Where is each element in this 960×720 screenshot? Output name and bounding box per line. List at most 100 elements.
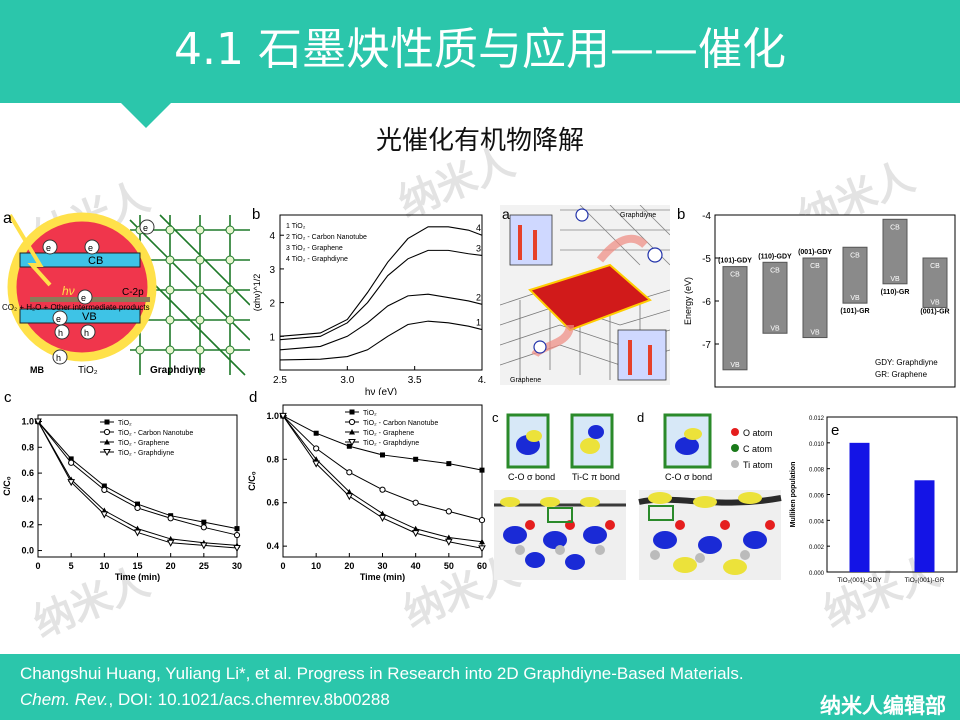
cb-label: CB — [890, 224, 900, 231]
panel-a-heterostructure: a Graphdiyne Graphene — [499, 204, 671, 385]
x-tick-label: 0 — [280, 561, 285, 571]
y-tick-label: -5 — [702, 254, 711, 265]
series-end-label: 4 — [476, 223, 481, 233]
chart-b-band-energies: b -4 -5 -6 -7 Energy (eV) CB VB (101)-GDY CB VB (11… — [675, 205, 960, 395]
slide-title: 4.1 石墨炔性质与应用——催化 — [174, 24, 786, 75]
y-axis-label: Mulliken population — [790, 462, 797, 528]
band-bar — [922, 257, 948, 308]
data-point — [103, 428, 111, 436]
band-diagram-icon — [617, 329, 667, 381]
category-label: (110)-GR — [881, 289, 910, 296]
y-tick-label: 0.012 — [809, 416, 825, 422]
series-end-label: 3 — [476, 243, 481, 253]
data-point — [201, 519, 207, 525]
legend-c-atom: C atom — [743, 444, 772, 454]
x-tick-label: 15 — [132, 561, 142, 571]
panel-label: c — [4, 390, 12, 406]
data-point — [445, 534, 452, 540]
y-tick-label: 0.6 — [21, 468, 34, 478]
cb-band — [19, 252, 141, 268]
x-tick-label: 25 — [199, 561, 209, 571]
graphdiyne-label: Graphdiyne — [150, 365, 206, 376]
data-point — [68, 459, 75, 466]
co-bond-label: C-O σ bond — [508, 472, 555, 482]
legend-ti-atom: Ti atom — [743, 460, 773, 470]
y-tick-label: 0.6 — [266, 498, 279, 508]
vb-band — [19, 308, 141, 324]
panel-label: e — [831, 422, 839, 439]
data-point — [479, 467, 485, 473]
panel-label: d — [249, 390, 257, 406]
data-point — [378, 514, 387, 522]
legend-o-atom: O atom — [743, 428, 773, 438]
vb-label: VB — [770, 325, 780, 332]
data-point — [412, 499, 419, 506]
plot-frame — [714, 214, 956, 388]
y-tick-label: 1.0 — [266, 411, 279, 421]
title-bar-notch — [120, 102, 172, 128]
y-tick-label: -7 — [702, 340, 711, 351]
c2p-label: C-2p — [122, 287, 144, 298]
electron-label: e — [88, 243, 93, 253]
y-axis-label: Energy (eV) — [683, 277, 693, 325]
series-markers — [279, 412, 486, 553]
legend-entry: 1 TiO₂ — [286, 223, 306, 230]
band-bar — [882, 218, 908, 285]
chart-d-degradation: d 0 10 20 30 40 50 60 0.4 0.6 0.8 1.0 Time (min) C/C₀… — [245, 389, 490, 595]
data-point — [233, 531, 241, 539]
arrow-icon — [518, 225, 652, 375]
panel-label: b — [252, 206, 260, 223]
o-atom-icon — [731, 428, 739, 436]
arrow-icon — [596, 234, 648, 263]
y-tick-label: 0.8 — [266, 454, 279, 464]
y-axis-label: C/C₀ — [247, 471, 257, 491]
panel-label: a — [502, 206, 510, 222]
hole-label: h — [84, 328, 89, 338]
data-point — [345, 493, 354, 501]
vb-label: VB — [810, 330, 820, 337]
y-tick-label: 2 — [269, 299, 275, 310]
series-end-label: 1 — [476, 318, 481, 328]
category-label: TiO₂(001)-GR — [905, 577, 945, 584]
data-point — [313, 456, 320, 462]
brand-logo-text: 纳米人编辑部 — [820, 694, 946, 718]
y-axis-label: (αhν)^1/2 — [252, 274, 262, 311]
data-point — [411, 530, 420, 538]
data-point — [412, 525, 419, 532]
x-axis-label: Time (min) — [360, 572, 405, 582]
series-line — [279, 226, 483, 337]
chart-e-mulliken: e 0.000 0.002 0.004 0.006 0.008 0.010 0.012 Mull… — [785, 405, 960, 595]
panel-label: a — [3, 210, 12, 227]
electron-label: e — [81, 293, 86, 303]
x-axis-label: Time (min) — [115, 572, 160, 582]
data-point — [478, 545, 486, 553]
y-tick-label: 0.004 — [809, 519, 825, 525]
data-point — [133, 529, 142, 537]
x-tick-label: 50 — [444, 561, 454, 571]
data-point — [346, 469, 353, 476]
plot-frame — [826, 416, 958, 573]
panel-label: d — [637, 410, 644, 425]
reference-citation: Chem. Rev., DOI: 10.1021/acs.chemrev.8b0… — [20, 690, 390, 710]
legend-entry: TiO₂ - Graphdiyne — [118, 450, 174, 457]
x-tick-label: 4. — [478, 375, 486, 386]
x-tick-label: 30 — [377, 561, 387, 571]
data-point — [34, 418, 42, 426]
data-point — [166, 539, 175, 547]
data-point — [312, 460, 321, 468]
panel-label: b — [677, 206, 685, 223]
data-point — [234, 526, 240, 532]
data-point — [135, 501, 140, 507]
legend-entry: 4 TiO₂ - Graphdiyne — [286, 256, 348, 263]
category-label: TiO₂(001)-GDY — [837, 577, 882, 584]
data-point — [444, 538, 453, 546]
legend-entry: TiO₂ - Graphene — [118, 440, 169, 447]
data-point — [349, 429, 355, 435]
x-tick-label: 0 — [35, 561, 40, 571]
y-tick-label: 0.000 — [809, 571, 825, 577]
band-bar — [842, 246, 868, 304]
vb-label: VB — [890, 276, 900, 283]
series-line — [279, 293, 483, 351]
electron-label: e — [56, 314, 61, 324]
data-point — [379, 486, 386, 493]
